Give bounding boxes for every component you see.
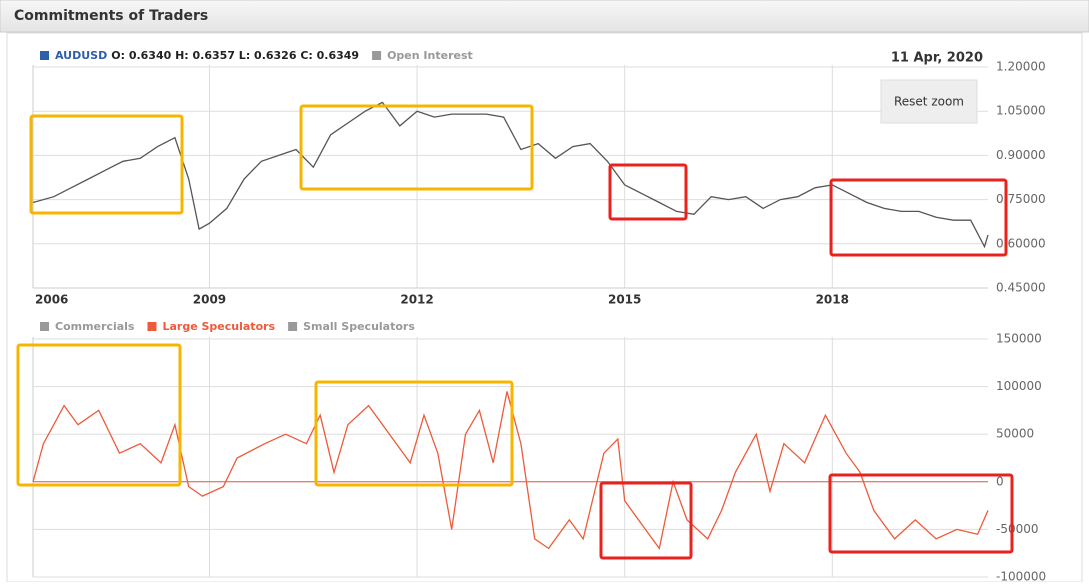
- reset-zoom-button[interactable]: [880, 79, 978, 124]
- legend-swatch: [288, 322, 298, 331]
- legend-label[interactable]: Large Speculators: [162, 320, 275, 333]
- y-tick-label: 0.75000: [996, 192, 1046, 206]
- y-tick-label: -100000: [996, 570, 1046, 583]
- y-tick-label: 0: [996, 474, 1004, 488]
- legend-swatch: [147, 322, 157, 331]
- legend-swatch: [372, 51, 382, 60]
- legend-label[interactable]: Small Speculators: [303, 320, 415, 333]
- legend-label[interactable]: Open Interest: [387, 49, 473, 62]
- reset-zoom-label[interactable]: Reset zoom: [894, 95, 964, 109]
- y-tick-label: 50000: [996, 427, 1034, 441]
- legend-swatch: [40, 51, 49, 60]
- panel: [6, 32, 1083, 583]
- header-title: Commitments of Traders: [14, 8, 208, 24]
- x-tick-label: 2009: [193, 293, 226, 307]
- legend-label[interactable]: AUDUSD: [55, 49, 107, 62]
- y-tick-label: 150000: [996, 332, 1042, 346]
- header-bar: [0, 0, 1089, 33]
- annotations: [16, 104, 1014, 560]
- y-tick-label: 1.20000: [996, 60, 1046, 74]
- y-tick-label: 0.60000: [996, 236, 1046, 250]
- x-tick-label: 2012: [400, 293, 433, 307]
- date-label: 11 Apr, 2020: [891, 51, 983, 66]
- series-line: [32, 101, 989, 249]
- y-tick-label: 0.90000: [996, 148, 1046, 162]
- y-tick-label: 0.45000: [996, 281, 1046, 295]
- ohlc-label: O: 0.6340 H: 0.6357 L: 0.6326 C: 0.6349: [111, 49, 359, 62]
- x-tick-label: 2018: [816, 293, 849, 307]
- series-line: [32, 391, 989, 550]
- x-tick-label: 2006: [35, 293, 68, 307]
- y-tick-label: 100000: [996, 379, 1042, 393]
- x-tick-label: 2015: [608, 293, 641, 307]
- y-tick-label: 1.05000: [996, 104, 1046, 118]
- legend-label[interactable]: Commercials: [55, 320, 135, 333]
- legend-swatch: [40, 322, 49, 331]
- y-tick-label: -50000: [996, 522, 1039, 536]
